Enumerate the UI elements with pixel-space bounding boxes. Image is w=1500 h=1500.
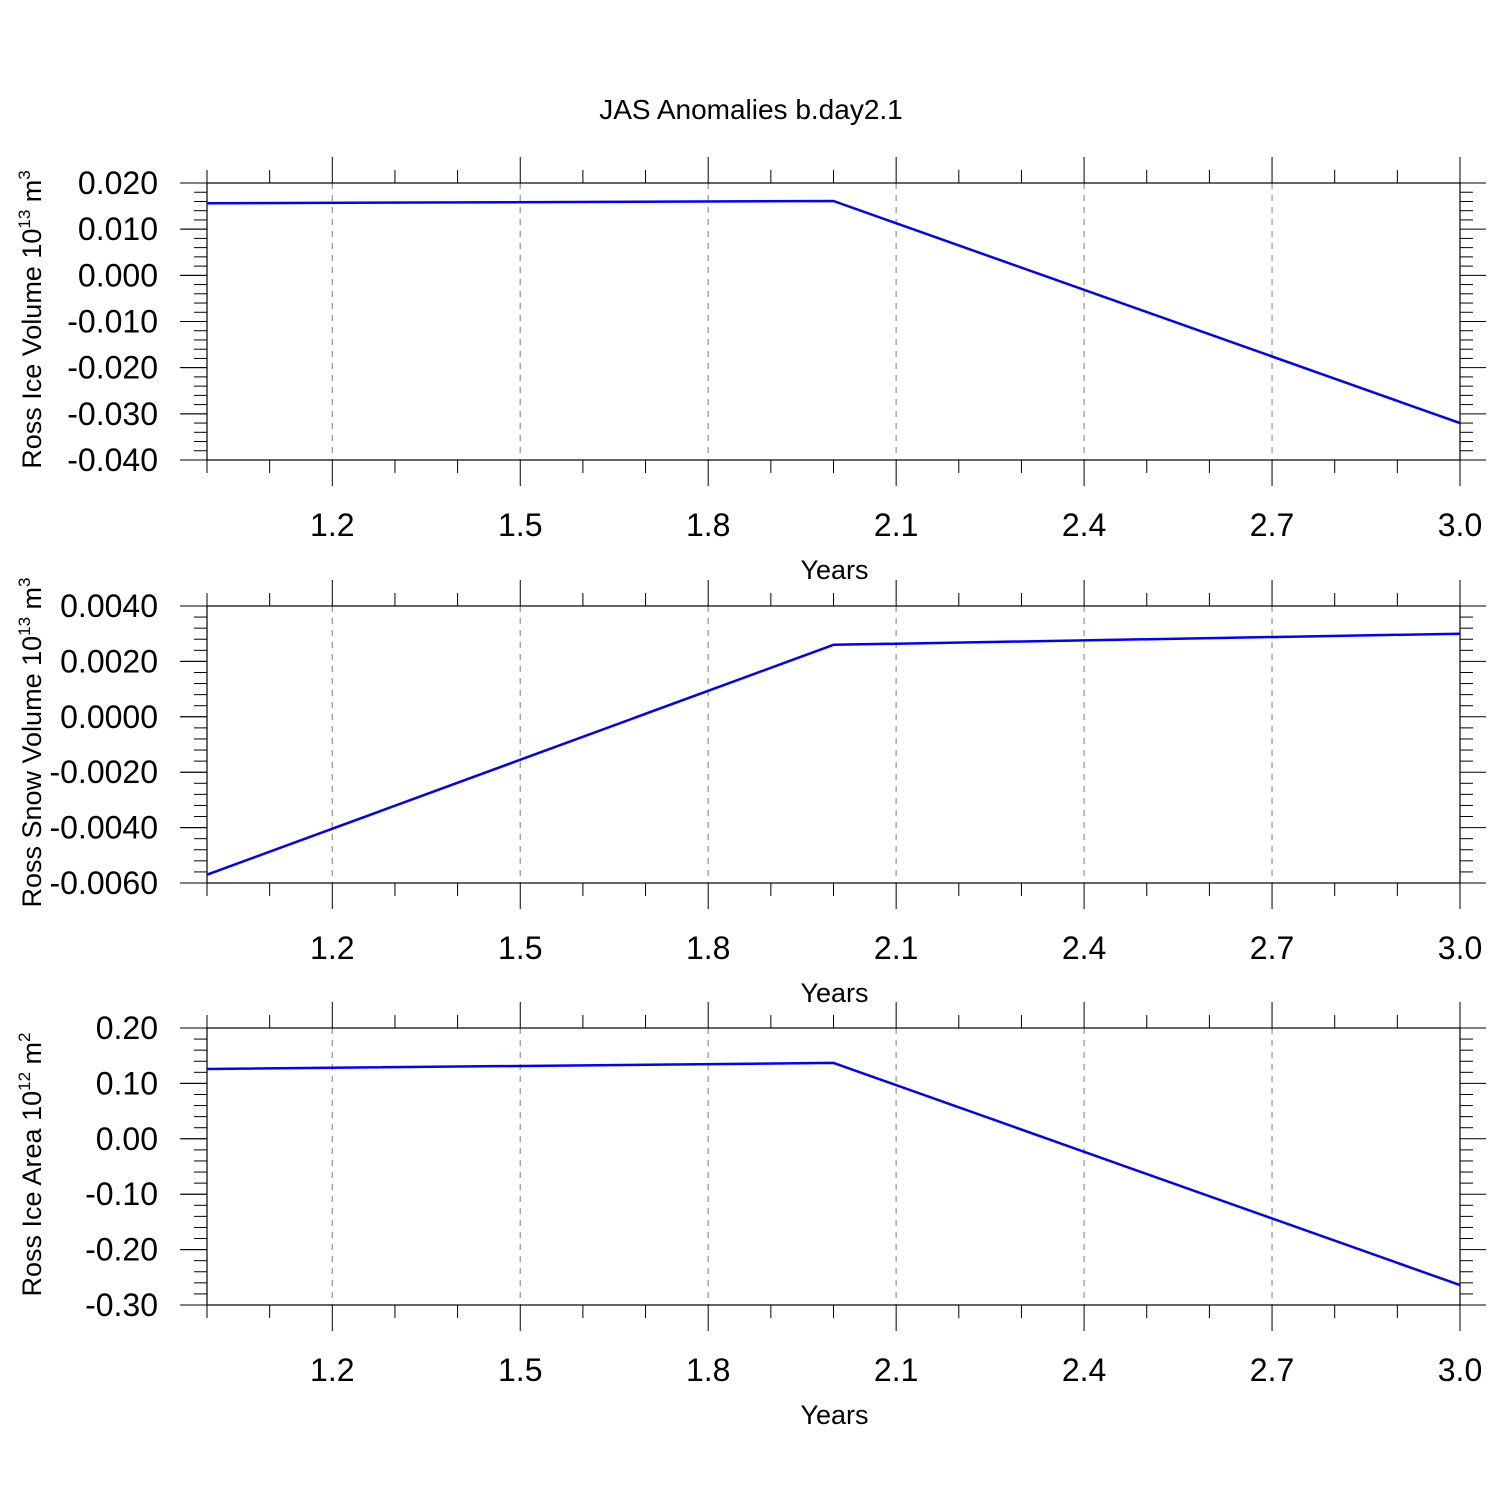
series-line	[206, 1061, 1461, 1287]
ylabel-text: Ross Snow Volume 10	[17, 636, 47, 908]
series-line	[206, 199, 1461, 425]
x-tick-label: 2.1	[874, 930, 918, 966]
x-tick-label: 1.5	[498, 1352, 542, 1388]
x-tick-label: 1.8	[686, 1352, 730, 1388]
y-tick-label: 0.020	[78, 165, 158, 201]
x-tick-label: 1.2	[310, 507, 354, 543]
ylabel: Ross Snow Volume 1013 m3	[15, 577, 47, 907]
ylabel-space	[17, 609, 47, 617]
series-line	[206, 632, 1461, 876]
ylabel-text: Ross Ice Volume 10	[17, 229, 47, 469]
x-tick-label: 1.5	[498, 930, 542, 966]
ylabel-exponent: 13	[15, 617, 34, 636]
panel-ice-volume: 0.020 0.010 0.000 -0.010 -0.020 -0.030 -0.040 1…	[15, 157, 1486, 585]
y-tick-label: -0.30	[85, 1287, 158, 1323]
ylabel-unit-exponent: 2	[15, 1032, 34, 1041]
y-tick-label: -0.10	[85, 1176, 158, 1212]
x-tick-label: 1.5	[498, 507, 542, 543]
y-tick-label: 0.0000	[60, 699, 158, 735]
y-tick-label: -0.040	[67, 442, 158, 478]
y-tick-label: -0.0040	[49, 810, 158, 846]
panel-snow-volume: 0.0040 0.0020 0.0000 -0.0020 -0.0040 -0.0060 1…	[15, 577, 1486, 1008]
x-tick-label: 2.1	[874, 1352, 918, 1388]
y-tick-label: -0.0060	[49, 865, 158, 901]
ylabel-unit: m	[17, 587, 47, 610]
y-tick-label: -0.020	[67, 350, 158, 386]
x-tick-label: 1.2	[310, 930, 354, 966]
x-tick-label: 1.8	[686, 507, 730, 543]
panel-ice-area: 0.20 0.10 0.00 -0.10 -0.20 -0.30 1.2 1.5 1.8 2.1 2…	[15, 1002, 1486, 1430]
ylabel: Ross Ice Area 1012 m2	[15, 1032, 47, 1296]
y-tick-label: 0.10	[96, 1065, 158, 1101]
x-tick-label: 1.2	[310, 1352, 354, 1388]
y-tick-label: -0.20	[85, 1232, 158, 1268]
ylabel-exponent: 13	[15, 210, 34, 229]
y-tick-label: 0.0020	[60, 643, 158, 679]
ylabel-unit-exponent: 3	[15, 577, 34, 586]
ylabel-unit: m	[17, 180, 47, 203]
ylabel-exponent: 12	[15, 1072, 34, 1091]
y-tick-label: 0.00	[96, 1121, 158, 1157]
x-tick-label: 2.7	[1250, 930, 1294, 966]
y-tick-label: 0.000	[78, 257, 158, 293]
x-tick-label: 2.4	[1062, 507, 1106, 543]
xlabel: Years	[800, 1400, 868, 1430]
y-tick-label: -0.010	[67, 304, 158, 340]
ylabel-unit-exponent: 3	[15, 170, 34, 179]
ylabel-space	[17, 1064, 47, 1072]
y-tick-label: -0.030	[67, 396, 158, 432]
xlabel: Years	[800, 978, 868, 1008]
x-tick-label: 2.4	[1062, 930, 1106, 966]
x-tick-label: 2.4	[1062, 1352, 1106, 1388]
y-tick-label: -0.0020	[49, 754, 158, 790]
y-tick-label: 0.010	[78, 211, 158, 247]
x-tick-label: 2.1	[874, 507, 918, 543]
x-tick-label: 3.0	[1438, 507, 1482, 543]
xlabel: Years	[800, 555, 868, 585]
x-tick-label: 2.7	[1250, 507, 1294, 543]
x-tick-label: 3.0	[1438, 930, 1482, 966]
ylabel-text: Ross Ice Area 10	[17, 1091, 47, 1297]
x-tick-label: 2.7	[1250, 1352, 1294, 1388]
y-tick-label: 0.20	[96, 1010, 158, 1046]
x-tick-label: 3.0	[1438, 1352, 1482, 1388]
ylabel-space	[17, 202, 47, 210]
ylabel: Ross Ice Volume 1013 m3	[15, 170, 47, 469]
ylabel-unit: m	[17, 1042, 47, 1065]
chart-title: JAS Anomalies b.day2.1	[599, 94, 903, 125]
x-tick-label: 1.8	[686, 930, 730, 966]
y-tick-label: 0.0040	[60, 588, 158, 624]
